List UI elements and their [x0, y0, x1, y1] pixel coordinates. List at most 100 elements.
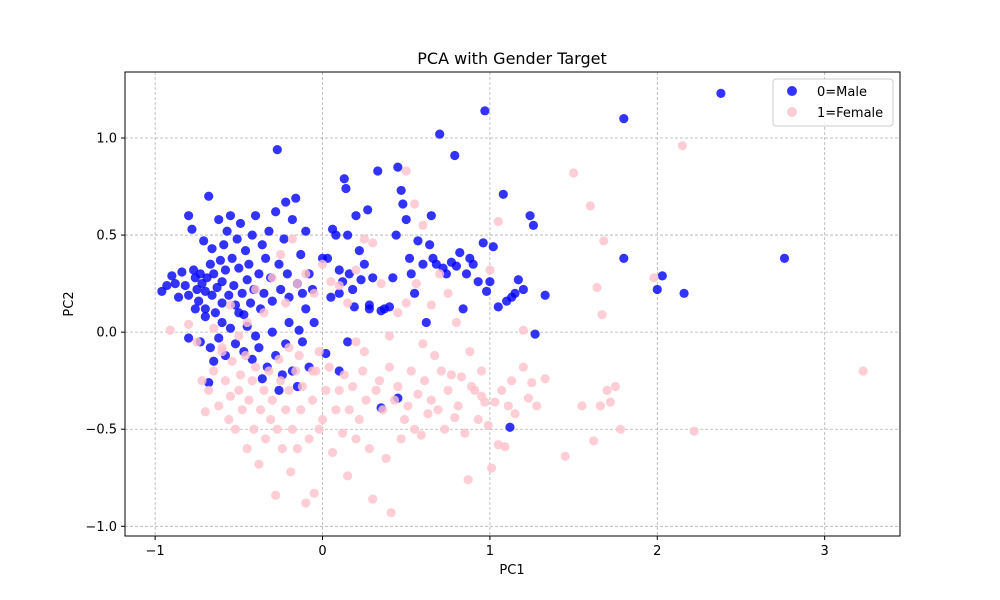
male-points: [157, 88, 790, 432]
male-point: [207, 244, 217, 254]
female-point: [384, 362, 395, 372]
female-point: [364, 444, 374, 454]
male-point: [441, 269, 451, 279]
male-point: [244, 259, 254, 269]
male-point: [205, 343, 215, 353]
female-point: [416, 430, 426, 440]
female-point: [267, 273, 277, 283]
female-point: [560, 451, 570, 462]
female-point: [503, 401, 513, 411]
male-point: [652, 284, 662, 295]
female-point: [361, 395, 371, 405]
female-point: [483, 420, 493, 430]
male-point: [274, 385, 284, 395]
female-point: [272, 424, 282, 434]
female-point: [343, 471, 353, 481]
female-point: [411, 279, 421, 289]
male-point: [373, 166, 383, 176]
female-point: [430, 350, 440, 361]
male-point: [513, 275, 523, 285]
female-point: [351, 337, 361, 347]
female-point: [324, 362, 334, 372]
male-point: [271, 207, 281, 217]
female-point: [234, 385, 244, 395]
male-point: [458, 304, 468, 314]
female-point: [381, 453, 391, 463]
female-point: [592, 282, 602, 293]
male-point: [716, 88, 726, 98]
female-point: [568, 168, 579, 178]
female-point: [485, 265, 495, 275]
female-point: [436, 366, 446, 376]
male-point: [528, 220, 539, 230]
female-point: [249, 424, 259, 434]
male-point: [301, 226, 311, 236]
male-point: [451, 261, 462, 271]
male-point: [254, 343, 264, 353]
male-point: [274, 259, 284, 269]
female-point: [486, 463, 497, 473]
female-point: [354, 414, 364, 425]
male-point: [199, 236, 209, 246]
male-point: [173, 292, 184, 302]
female-point: [225, 391, 236, 401]
female-point: [577, 401, 587, 411]
female-point: [610, 381, 621, 392]
male-point: [297, 337, 308, 347]
male-point: [257, 374, 267, 384]
male-point: [202, 273, 212, 283]
female-point: [420, 376, 430, 386]
male-point: [505, 422, 515, 432]
female-point: [338, 428, 348, 438]
chart-title: PCA with Gender Target: [417, 49, 606, 68]
male-point: [217, 277, 227, 287]
y-tick-label: 1.0: [96, 132, 117, 147]
female-point: [292, 279, 303, 289]
female-point: [242, 444, 252, 454]
male-point: [272, 145, 282, 155]
female-point: [523, 393, 534, 403]
female-point: [446, 370, 457, 380]
male-point: [493, 302, 503, 312]
male-point: [217, 317, 227, 328]
male-point: [348, 284, 358, 295]
female-point: [301, 498, 311, 508]
male-point: [478, 238, 488, 248]
female-point: [294, 350, 304, 361]
female-point: [200, 407, 210, 417]
male-point: [435, 129, 445, 139]
male-point: [217, 298, 227, 308]
female-point: [409, 199, 420, 209]
female-point: [456, 372, 467, 382]
male-point: [364, 304, 374, 314]
female-point: [281, 405, 291, 415]
female-point: [165, 325, 175, 335]
female-point: [649, 273, 659, 283]
female-point: [192, 337, 202, 347]
female-point: [858, 366, 868, 376]
female-point: [359, 346, 369, 357]
female-point: [244, 395, 254, 405]
male-point: [291, 193, 301, 203]
female-point: [296, 405, 306, 415]
male-point: [481, 286, 492, 296]
male-point: [276, 284, 286, 295]
female-point: [307, 395, 318, 405]
male-point: [204, 191, 214, 201]
female-point: [597, 310, 607, 320]
female-point: [615, 424, 626, 434]
legend: 0=Male 1=Female: [772, 78, 894, 127]
male-point: [257, 240, 267, 250]
male-point: [518, 284, 528, 295]
male-point: [540, 290, 550, 300]
male-point: [431, 259, 441, 269]
female-point: [284, 385, 294, 395]
male-point: [418, 259, 428, 269]
female-point: [399, 414, 410, 425]
female-point: [480, 397, 490, 407]
female-point: [240, 350, 251, 361]
female-point: [274, 354, 284, 364]
female-point: [368, 494, 378, 504]
legend-marker-female: [787, 107, 797, 117]
